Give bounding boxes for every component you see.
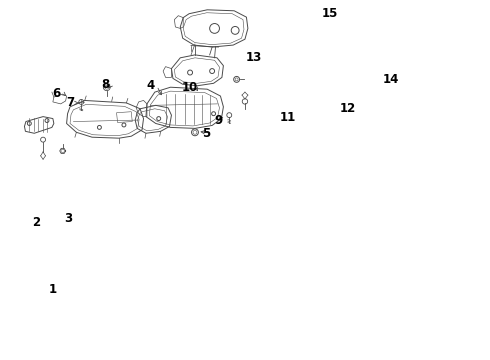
Text: 14: 14	[383, 73, 399, 86]
Text: 9: 9	[214, 113, 222, 127]
Text: 10: 10	[182, 81, 198, 94]
Text: 8: 8	[101, 78, 110, 91]
Text: 15: 15	[322, 7, 339, 20]
Text: 7: 7	[66, 96, 74, 109]
Text: 11: 11	[280, 111, 296, 124]
Text: 13: 13	[245, 51, 262, 64]
Text: 5: 5	[202, 127, 210, 140]
Text: 1: 1	[49, 283, 57, 296]
Text: 3: 3	[65, 212, 73, 225]
Text: 2: 2	[32, 216, 40, 229]
Text: 12: 12	[340, 102, 356, 115]
Text: 6: 6	[52, 87, 61, 100]
Text: 4: 4	[147, 79, 155, 92]
